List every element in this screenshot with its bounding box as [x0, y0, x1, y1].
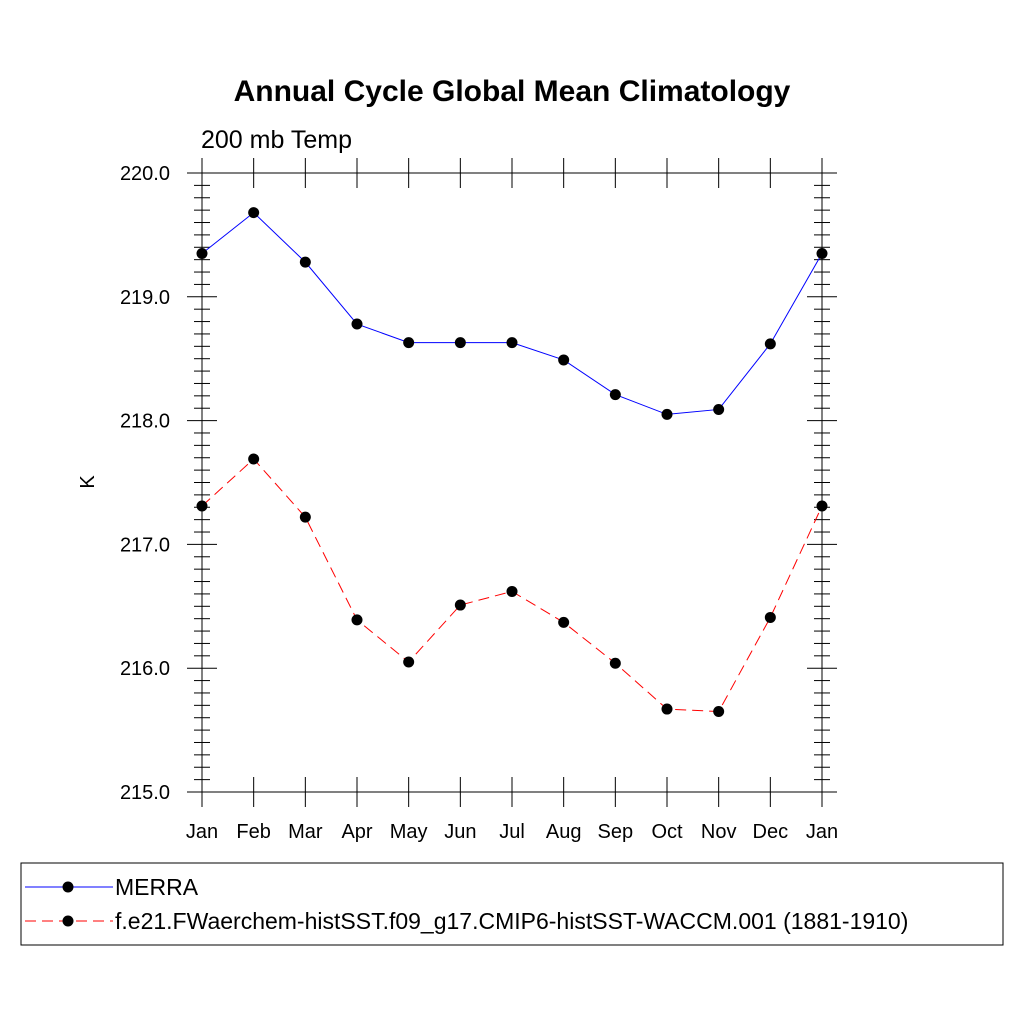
y-tick-label: 217.0 — [120, 534, 170, 556]
series-2-point — [351, 614, 363, 626]
axis-ticks: 215.0 216.0 217.0 218.0 219.0 220.0 Jan Feb Mar A… — [120, 158, 838, 843]
legend: MERRA f.e21.FWaerchem-histSST.f09_g17.CMI… — [20, 862, 1004, 946]
x-tick-label: Apr — [341, 821, 372, 843]
x-tick-label: Jul — [499, 821, 525, 843]
series-2-point — [609, 657, 621, 669]
x-tick-label: Dec — [753, 821, 789, 843]
series-1-point — [713, 403, 725, 415]
series-1-point — [816, 247, 828, 259]
chart-subtitle: 200 mb Temp — [201, 126, 352, 154]
x-tick-label: Nov — [701, 821, 737, 843]
series-1-point — [196, 247, 208, 259]
series-2-point — [558, 616, 570, 628]
x-tick-label: Aug — [546, 821, 582, 843]
plot-frame — [201, 172, 823, 793]
series-2-point — [403, 656, 415, 668]
y-tick-label: 216.0 — [120, 658, 170, 680]
y-tick-label: 220.0 — [120, 163, 170, 185]
x-tick-label: Jan — [186, 821, 218, 843]
legend-box — [20, 862, 1004, 946]
series-layer — [196, 207, 828, 718]
y-axis-label: K — [77, 475, 99, 489]
x-tick-label: Feb — [236, 821, 270, 843]
series-2-point — [506, 585, 518, 597]
series-1-point — [299, 256, 311, 268]
x-tick-label: Jun — [444, 821, 476, 843]
legend-label-1: MERRA — [115, 874, 199, 900]
x-tick-label: Mar — [288, 821, 323, 843]
series-1-point — [454, 337, 466, 349]
series-1-point — [506, 337, 518, 349]
legend-marker-2 — [62, 915, 74, 927]
y-tick-label: 219.0 — [120, 287, 170, 309]
series-2-point — [454, 599, 466, 611]
chart-title: Annual Cycle Global Mean Climatology — [234, 75, 791, 108]
x-tick-label: May — [390, 821, 428, 843]
series-1-point — [764, 338, 776, 350]
series-line-1 — [201, 211, 823, 415]
series-2-point — [713, 706, 725, 718]
series-2-point — [661, 703, 673, 715]
x-tick-label: Jan — [806, 821, 838, 843]
x-tick-label: Oct — [651, 821, 683, 843]
series-1-point — [351, 318, 363, 330]
series-1-point — [558, 354, 570, 366]
series-1-point — [661, 408, 673, 420]
legend-marker-1 — [62, 881, 74, 893]
x-tick-label: Sep — [598, 821, 634, 843]
series-2-point — [196, 500, 208, 512]
series-2-point — [816, 500, 828, 512]
series-1-point — [248, 207, 260, 219]
series-2-point — [248, 453, 260, 465]
y-tick-label: 218.0 — [120, 411, 170, 433]
series-1-point — [609, 389, 621, 401]
y-tick-label: 215.0 — [120, 782, 170, 804]
series-1-point — [403, 337, 415, 349]
legend-label-2: f.e21.FWaerchem-histSST.f09_g17.CMIP6-hi… — [115, 908, 908, 934]
series-2-point — [764, 611, 776, 623]
series-line-2 — [201, 458, 823, 713]
series-2-point — [299, 511, 311, 523]
